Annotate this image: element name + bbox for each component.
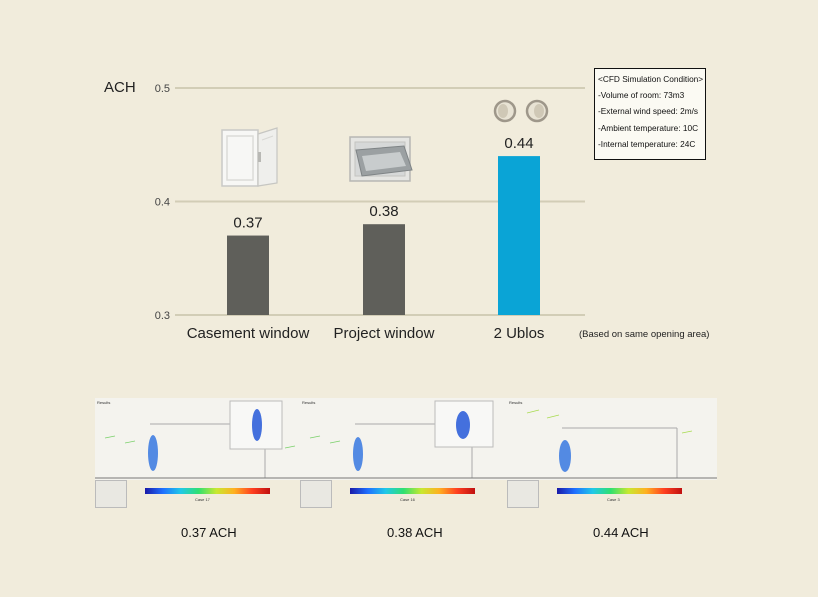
- result-ach-2: 0.38 ACH: [387, 525, 443, 540]
- case-label: Case 17: [195, 497, 210, 502]
- condition-line: -Volume of room: 73m3: [598, 90, 685, 101]
- y-tick-label: 0.5: [155, 83, 170, 95]
- y-tick-label: 0.4: [155, 197, 170, 209]
- condition-line: -Ambient temperature: 10C: [598, 122, 699, 133]
- bar: [227, 235, 269, 315]
- y-tick-label: 0.3: [155, 310, 170, 322]
- bar: [498, 156, 540, 315]
- color-scale: [145, 488, 270, 494]
- x-category-label: 2 Ublos: [494, 325, 545, 342]
- x-category-label: Casement window: [187, 325, 310, 342]
- simulation-panel-2: Results Case 16: [300, 398, 510, 508]
- result-ach-1: 0.37 ACH: [181, 525, 237, 540]
- color-scale: [350, 488, 475, 494]
- x-category-label: Project window: [334, 325, 435, 342]
- sim-title: Results: [302, 400, 316, 405]
- simulation-condition-box: <CFD Simulation Condition> -Volume of ro…: [594, 68, 706, 160]
- simulation-panel-3: Results Case 3: [507, 398, 717, 508]
- cfd-image: [95, 398, 305, 480]
- condition-title: <CFD Simulation Condition>: [598, 74, 704, 84]
- room-model-icon: [300, 480, 332, 508]
- casement-window-icon: [221, 127, 278, 187]
- project-window-icon: [349, 136, 413, 182]
- color-scale: [557, 488, 682, 494]
- y-axis-label: ACH: [104, 79, 136, 96]
- opening-area-note: (Based on same opening area): [579, 329, 710, 340]
- bar: [363, 224, 405, 315]
- ach-bar-chart: 0.3 0.4 0.5 0.37 Casement window 0.38 Project …: [104, 79, 585, 342]
- room-model-icon: [507, 480, 539, 508]
- bar-value-label: 0.44: [504, 135, 533, 152]
- simulation-panel-1: Results Case 17: [95, 398, 305, 508]
- bar-value-label: 0.37: [233, 215, 262, 232]
- result-ach-3: 0.44 ACH: [593, 525, 649, 540]
- ublos-window-icon: [493, 99, 549, 123]
- case-label: Case 16: [400, 497, 415, 502]
- cfd-image: [507, 398, 717, 480]
- sim-title: Results: [509, 400, 523, 405]
- case-label: Case 3: [607, 497, 620, 502]
- condition-line: -External wind speed: 2m/s: [598, 106, 699, 117]
- room-model-icon: [95, 480, 127, 508]
- condition-line: -Internal temperature: 24C: [598, 138, 696, 149]
- bar-value-label: 0.38: [369, 203, 398, 220]
- sim-title: Results: [97, 400, 111, 405]
- cfd-image: [300, 398, 510, 480]
